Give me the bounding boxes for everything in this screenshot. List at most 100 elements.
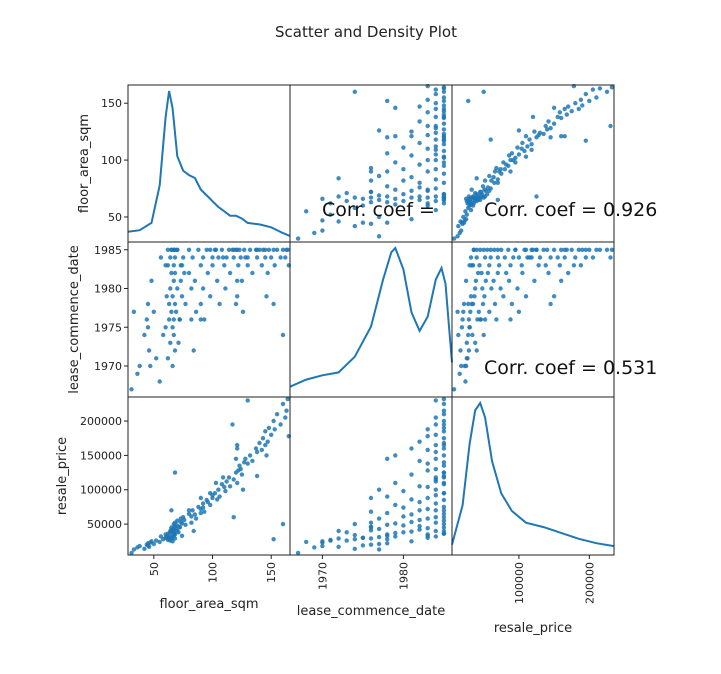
x-tick-label: 200000 [583,562,596,604]
scatter-point [441,95,447,100]
scatter-point [441,401,447,407]
scatter-point [191,528,196,534]
scatter-point [433,493,438,498]
scatter-point [433,508,438,513]
scatter-point [393,530,398,536]
scatter-point [393,502,398,508]
scatter-point [441,148,447,154]
scatter-point [441,412,447,417]
scatter-point [266,425,272,431]
scatter-point [497,263,502,268]
scatter-point [254,449,260,455]
scatter-point [223,488,228,494]
scatter-point [146,348,152,353]
scatter-point [182,270,187,276]
scatter-point [145,325,151,330]
density-curve-floor_area_sqm [127,90,291,237]
scatter-point [393,105,398,111]
y-tick-label: 50000 [87,518,122,531]
scatter-point [491,278,496,283]
scatter-point [509,301,515,307]
scatter-point [235,446,240,451]
scatter-point [492,247,497,252]
scatter-point [441,396,447,402]
scatter-point [569,247,574,252]
scatter-point [272,263,277,268]
scatter-point [165,247,171,252]
scatter-point [158,534,164,539]
scatter-point [541,247,546,252]
scatter-point [470,301,476,307]
scatter-point [433,415,438,420]
scatter-point [499,247,504,252]
scatter-point [212,491,218,496]
scatter-point [487,309,492,314]
scatter-point [441,511,447,516]
scatter-point [360,203,366,208]
scatter-point [480,286,485,291]
scatter-point [243,456,248,461]
scatter-point [463,379,468,384]
scatter-point [336,544,341,549]
scatter-point [401,488,406,494]
scatter-point [433,114,438,120]
scatter-point [441,134,447,139]
scatter-point [352,89,357,95]
scatter-point [513,155,518,160]
scatter-point [597,86,603,91]
scatter-point [470,332,475,338]
scatter-point [385,200,390,205]
scatter-point [441,160,447,165]
scatter-point [170,363,175,369]
scatter-point [344,530,349,535]
scatter-point [352,532,357,538]
scatter-point [320,218,325,223]
scatter-point [467,201,472,206]
scatter-point [320,539,325,544]
scatter-point [172,255,178,260]
scatter-point [409,446,414,451]
scatter-point [433,528,438,534]
scatter-point [417,523,422,529]
scatter-point [590,255,596,260]
scatter-point [401,530,406,535]
scatter-point [559,134,564,139]
scatter-point [401,523,406,528]
scatter-point [557,110,562,115]
scatter-point [529,142,534,147]
scatter-point [280,401,286,407]
scatter-point [179,294,185,299]
scatter-point [274,247,280,252]
scatter-point [551,105,557,111]
scatter-point [458,348,463,353]
scatter-point [569,109,574,114]
scatter-point [557,263,562,268]
scatter-point [441,408,447,413]
scatter-point [417,197,422,203]
scatter-point [544,127,550,132]
scatter-point [466,98,471,104]
scatter-point [495,180,500,185]
scatter-point [245,255,250,260]
scatter-point [441,98,447,104]
panel-frame [451,396,615,556]
scatter-point [328,212,333,217]
scatter-point [491,175,496,180]
x-tick-label: 1970 [316,562,329,590]
scatter-point [562,255,567,260]
scatter-point [274,412,280,417]
scatter-point [278,255,283,260]
scatter-point [425,484,430,490]
scatter-point [473,278,479,283]
scatter-point [433,91,438,97]
scatter-point [168,340,173,345]
scatter-point [441,85,447,90]
scatter-point [177,317,182,322]
scatter-point [597,247,603,252]
scatter-point [216,255,221,260]
scatter-point [433,87,438,92]
scatter-point [456,332,461,338]
scatter-point [548,301,553,307]
scatter-point [344,538,349,543]
